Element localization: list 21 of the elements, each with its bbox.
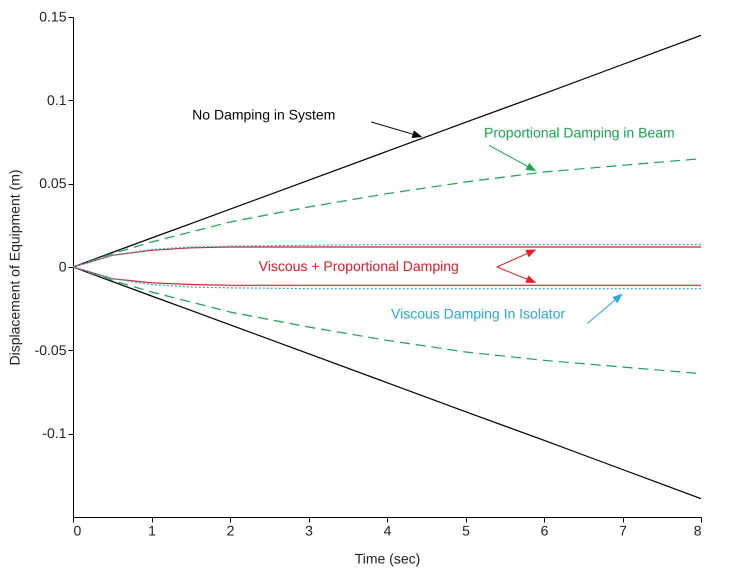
y-tick-label: 0.05 (39, 175, 67, 192)
x-tick-label: 4 (384, 522, 392, 538)
x-tick-label: 5 (462, 522, 470, 538)
text: No Damping in System (192, 106, 336, 122)
y-tick-label: -0.1 (42, 425, 67, 442)
x-axis-title: Time (sec) (354, 550, 420, 566)
x-tick-label: 7 (619, 522, 628, 538)
y-tick-label: 0 (58, 258, 67, 274)
series-label: Proportional Damping in Beam (484, 124, 675, 141)
x-tick-label: 0 (74, 522, 82, 538)
y-tick-label: -0.05 (34, 342, 67, 358)
legend-label: Viscous Damping In Isolator (391, 306, 566, 322)
x-tick-label: 2 (226, 522, 235, 538)
y-tick-label: 0.15 (39, 8, 67, 24)
series-label: Viscous + Proportional Damping (258, 258, 459, 274)
x-tick-label: 8 (694, 522, 702, 538)
x-tick-label: 1 (148, 522, 156, 538)
x-tick-label: 6 (540, 522, 549, 538)
x-tick-label: 3 (305, 522, 314, 538)
y-axis-title: Displacement of Equipment (m) (6, 169, 23, 366)
y-tick-label: 0.1 (47, 92, 67, 108)
